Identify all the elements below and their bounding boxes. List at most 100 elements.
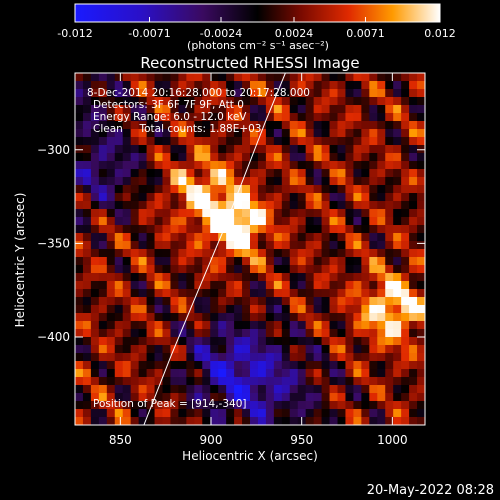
heatmap-cell	[202, 385, 211, 394]
heatmap-cell	[377, 81, 386, 90]
heatmap-cell	[417, 217, 425, 226]
heatmap-cell	[242, 329, 251, 338]
heatmap-cell	[353, 225, 362, 234]
heatmap-cell	[289, 81, 299, 90]
heatmap-cell	[234, 113, 243, 122]
heatmap-cell	[114, 353, 124, 362]
heatmap-cell	[90, 137, 100, 146]
heatmap-cell	[377, 225, 386, 234]
heatmap-cell	[401, 257, 410, 266]
heatmap-cell	[361, 121, 370, 130]
heatmap-cell	[265, 185, 275, 194]
heatmap-cell	[82, 345, 92, 354]
heatmap-cell	[321, 289, 331, 298]
heatmap-cell	[250, 161, 259, 170]
heatmap-cell	[289, 73, 299, 82]
heatmap-cell	[194, 225, 203, 234]
heatmap-cell	[297, 337, 307, 346]
heatmap-cell	[417, 129, 425, 138]
heatmap-cell	[194, 393, 203, 402]
heatmap-cell	[122, 385, 132, 394]
heatmap-cell	[154, 193, 164, 202]
heatmap-cell	[122, 73, 132, 82]
heatmap-cell	[321, 337, 331, 346]
heatmap-cell	[385, 369, 394, 378]
heatmap-cell	[417, 177, 425, 186]
heatmap-cell	[329, 369, 339, 378]
heatmap-cell	[409, 273, 418, 282]
heatmap-cell	[281, 393, 291, 402]
heatmap-cell	[170, 385, 179, 394]
heatmap-cell	[281, 81, 291, 90]
heatmap-cell	[345, 337, 354, 346]
heatmap-cell	[265, 257, 275, 266]
heatmap-cell	[226, 217, 235, 226]
heatmap-cell	[210, 201, 219, 210]
heatmap-cell	[194, 297, 203, 306]
heatmap-cell	[329, 105, 339, 114]
heatmap-cell	[202, 145, 211, 154]
heatmap-cell	[146, 73, 156, 82]
heatmap-cell	[289, 241, 299, 250]
heatmap-cell	[194, 209, 203, 218]
heatmap-cell	[297, 281, 307, 290]
heatmap-cell	[218, 393, 227, 402]
heatmap-cell	[409, 225, 418, 234]
heatmap-cell	[234, 121, 243, 130]
heatmap-cell	[273, 393, 283, 402]
heatmap-cell	[122, 241, 132, 250]
heatmap-cell	[75, 153, 84, 162]
heatmap-cell	[234, 297, 243, 306]
heatmap-cell	[250, 185, 259, 194]
heatmap-cell	[202, 185, 211, 194]
heatmap-cell	[202, 225, 211, 234]
heatmap-cell	[393, 81, 402, 90]
heatmap-cell	[162, 217, 172, 226]
x-tick-label: 900	[200, 433, 223, 447]
heatmap-cell	[178, 353, 187, 362]
heatmap-cell	[218, 409, 227, 418]
heatmap-cell	[401, 73, 410, 82]
heatmap-cell	[289, 409, 299, 418]
heatmap-cell	[75, 201, 84, 210]
heatmap-cell	[321, 169, 331, 178]
heatmap-cell	[369, 129, 378, 138]
heatmap-cell	[345, 265, 354, 274]
heatmap-cell	[130, 209, 140, 218]
heatmap-cell	[178, 121, 187, 130]
heatmap-cell	[226, 313, 235, 322]
heatmap-cell	[122, 249, 132, 258]
heatmap-cell	[170, 241, 179, 250]
heatmap-cell	[90, 201, 100, 210]
heatmap-cell	[162, 361, 172, 370]
heatmap-cell	[265, 225, 275, 234]
heatmap-cell	[178, 81, 187, 90]
heatmap-cell	[377, 401, 386, 410]
heatmap-cell	[98, 241, 108, 250]
heatmap-cell	[329, 161, 339, 170]
x-axis-label: Heliocentric X (arcsec)	[182, 449, 318, 463]
heatmap-cell	[170, 209, 179, 218]
heatmap-cell	[130, 417, 140, 425]
heatmap-cell	[138, 177, 148, 186]
heatmap-cell	[122, 217, 132, 226]
heatmap-cell	[321, 233, 331, 242]
heatmap-cell	[329, 305, 339, 314]
heatmap-cell	[250, 369, 259, 378]
heatmap-cell	[122, 265, 132, 274]
heatmap-cell	[226, 321, 235, 330]
heatmap-cell	[305, 81, 315, 90]
heatmap-cell	[337, 345, 347, 354]
heatmap-cell	[218, 105, 227, 114]
heatmap-cell	[361, 161, 370, 170]
heatmap-cell	[162, 321, 172, 330]
heatmap-cell	[234, 409, 243, 418]
heatmap-cell	[265, 353, 275, 362]
heatmap-cell	[186, 273, 195, 282]
heatmap-cell	[273, 377, 283, 386]
heatmap-cell	[210, 257, 219, 266]
heatmap-cell	[329, 313, 339, 322]
heatmap-cell	[146, 281, 156, 290]
heatmap-cell	[186, 89, 195, 98]
heatmap-cell	[194, 417, 203, 425]
